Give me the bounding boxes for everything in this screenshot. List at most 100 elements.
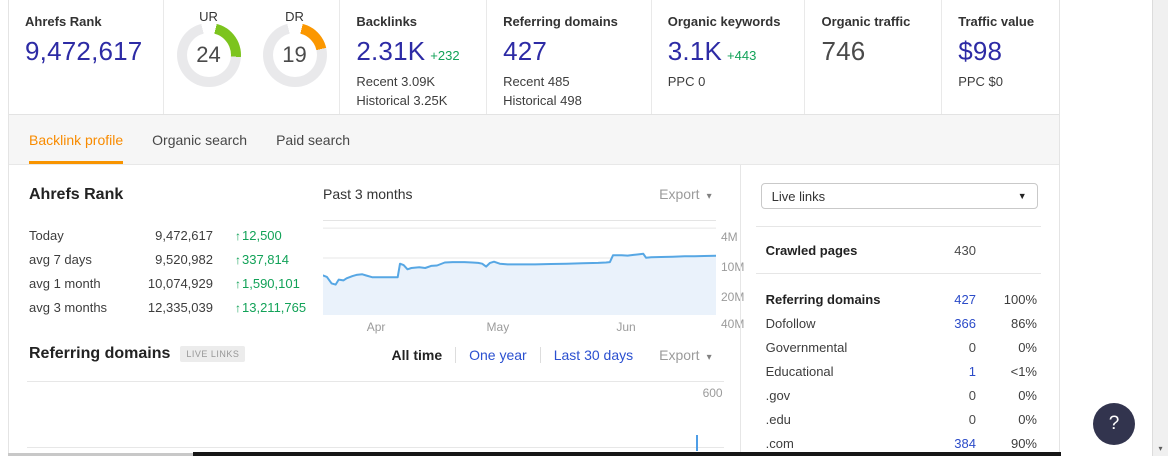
- ref-chart-line-spike: [696, 435, 699, 451]
- stat-value[interactable]: 1: [968, 363, 976, 379]
- y-tick-label: 10M: [721, 260, 745, 274]
- tab-organic-search[interactable]: Organic search: [152, 131, 248, 148]
- stat-label: Governmental: [765, 339, 848, 355]
- up-arrow-icon: ↑: [235, 300, 241, 315]
- backlinks-historical: Historical 3.25K: [356, 93, 448, 108]
- caret-down-icon: ▾: [706, 191, 712, 202]
- rank-row-value: 12,335,039: [147, 299, 213, 315]
- stat-value[interactable]: 366: [954, 315, 976, 331]
- tab-backlink-profile[interactable]: Backlink profile: [29, 115, 124, 164]
- list-item: Referring domains 427 100%: [741, 287, 1059, 311]
- ref-domains-header: Referring domains LIVE LINKS: [29, 345, 246, 363]
- ur-gauge-ring: 24: [176, 23, 241, 87]
- rank-row-label: avg 1 month: [29, 275, 101, 291]
- card-label: Backlinks: [356, 14, 418, 29]
- organic-keywords-card: Organic keywords 3.1K +443 PPC 0: [652, 0, 806, 114]
- ref-chart-y-label: 600: [702, 386, 723, 400]
- y-tick-label: 4M: [721, 230, 738, 245]
- ref-chart-export-button[interactable]: Export ▾: [659, 347, 712, 363]
- card-label: Organic keywords: [667, 14, 781, 29]
- bottom-edge-bar-left: [8, 453, 193, 456]
- rank-section-title: Ahrefs Rank: [29, 186, 124, 203]
- rank-row-value: 9,472,617: [155, 227, 213, 243]
- divider: [455, 347, 457, 363]
- list-item: Dofollow 366 86%: [741, 311, 1059, 335]
- rank-row-value: 10,074,929: [147, 275, 213, 291]
- tab-bar: Backlink profile Organic search Paid sea…: [9, 115, 1059, 165]
- backlinks-value: 2.31K: [356, 36, 426, 66]
- x-tick-label: Jun: [616, 320, 636, 334]
- rank-chart-x-axis: Apr May Jun: [323, 320, 716, 334]
- scroll-down-arrow-icon[interactable]: ▾: [1158, 443, 1163, 453]
- list-item: .com 384 90%: [741, 431, 1059, 455]
- organic-keywords-delta: +443: [727, 48, 757, 63]
- rating-gauges-card: UR 24 DR 19: [164, 0, 341, 114]
- filter-all-time[interactable]: All time: [391, 347, 443, 363]
- bottom-edge-bar: [193, 452, 1061, 456]
- ahrefs-rank-card: Ahrefs Rank 9,472,617: [9, 0, 164, 114]
- metrics-row: Ahrefs Rank 9,472,617 UR 24 DR 19: [9, 0, 1059, 115]
- stat-value: 430: [954, 242, 976, 258]
- stat-label: Crawled pages: [765, 242, 858, 258]
- filter-last-30-days[interactable]: Last 30 days: [553, 347, 634, 363]
- dr-gauge-ring: 19: [262, 23, 327, 87]
- left-column: Ahrefs Rank Today 9,472,617 ↑12,500 avg …: [9, 165, 744, 454]
- stat-value[interactable]: 427: [954, 291, 976, 307]
- rank-row-change: ↑12,500: [235, 227, 282, 243]
- card-label: Traffic value: [958, 14, 1035, 29]
- backlinks-delta: +232: [430, 48, 460, 63]
- refdomains-historical: Historical 498: [503, 93, 582, 108]
- ref-domains-stats: Referring domains 427 100% Dofollow 366 86% Go…: [741, 287, 1059, 455]
- rank-row-label: avg 7 days: [29, 251, 92, 267]
- rank-chart-export-button[interactable]: Export ▾: [659, 186, 712, 202]
- stat-label: .edu: [765, 411, 791, 427]
- list-item: .gov 0 0%: [741, 383, 1059, 407]
- list-item: .edu 0 0%: [741, 407, 1059, 431]
- rank-chart: [323, 220, 716, 315]
- stat-pct: 90%: [1010, 435, 1037, 451]
- rank-row-change: ↑13,211,765: [235, 299, 307, 315]
- stat-value[interactable]: 384: [954, 435, 976, 451]
- card-label: Organic traffic: [821, 14, 911, 29]
- dr-gauge: DR 19: [259, 10, 331, 114]
- traffic-value-card: Traffic value $98 PPC $0: [942, 0, 1059, 114]
- rank-table: Today 9,472,617 ↑12,500 avg 7 days 9,520…: [29, 223, 306, 319]
- rank-chart-svg: [323, 220, 716, 315]
- live-links-dropdown[interactable]: Live links ▼: [760, 183, 1038, 209]
- time-filters: All time One year Last 30 days Export ▾: [392, 347, 712, 363]
- table-row: avg 3 months 12,335,039 ↑13,211,765: [29, 295, 306, 319]
- stat-pct: 0%: [1018, 411, 1037, 427]
- stat-value: 0: [968, 387, 976, 403]
- rank-chart-y-axis: 4M 10M 20M 40M: [721, 220, 747, 331]
- up-arrow-icon: ↑: [235, 228, 241, 243]
- organic-traffic-card: Organic traffic 746: [805, 0, 943, 114]
- stat-pct: 0%: [1018, 387, 1037, 403]
- stat-label: Referring domains: [765, 291, 881, 307]
- main-area: Ahrefs Rank Today 9,472,617 ↑12,500 avg …: [9, 165, 1059, 454]
- stat-pct: 86%: [1010, 315, 1037, 331]
- dr-gauge-label: DR: [285, 9, 304, 24]
- tab-paid-search[interactable]: Paid search: [276, 131, 351, 148]
- backlinks-card: Backlinks 2.31K +232 Recent 3.09K Histori…: [340, 0, 488, 114]
- divider: [539, 347, 541, 363]
- rank-row-change: ↑1,590,101: [235, 275, 300, 291]
- stat-pct: <1%: [1010, 363, 1037, 379]
- filter-one-year[interactable]: One year: [469, 347, 527, 363]
- dropdown-value: Live links: [771, 188, 826, 204]
- card-label: Referring domains: [503, 14, 618, 29]
- stat-value: 0: [968, 339, 976, 355]
- divider: [755, 273, 1041, 274]
- stat-label: .com: [765, 435, 794, 451]
- stat-pct: 100%: [1003, 291, 1037, 307]
- referring-domains-value: 427: [503, 36, 548, 66]
- rank-row-value: 9,520,982: [155, 251, 213, 267]
- caret-down-icon: ▾: [706, 352, 712, 363]
- rank-row-label: avg 3 months: [29, 299, 108, 315]
- help-button[interactable]: ?: [1093, 403, 1135, 445]
- ref-domains-title: Referring domains: [29, 345, 171, 362]
- x-tick-label: May: [486, 320, 510, 334]
- organic-keywords-ppc: PPC 0: [667, 74, 706, 89]
- divider: [755, 226, 1041, 227]
- vertical-scrollbar[interactable]: ▾: [1152, 0, 1168, 456]
